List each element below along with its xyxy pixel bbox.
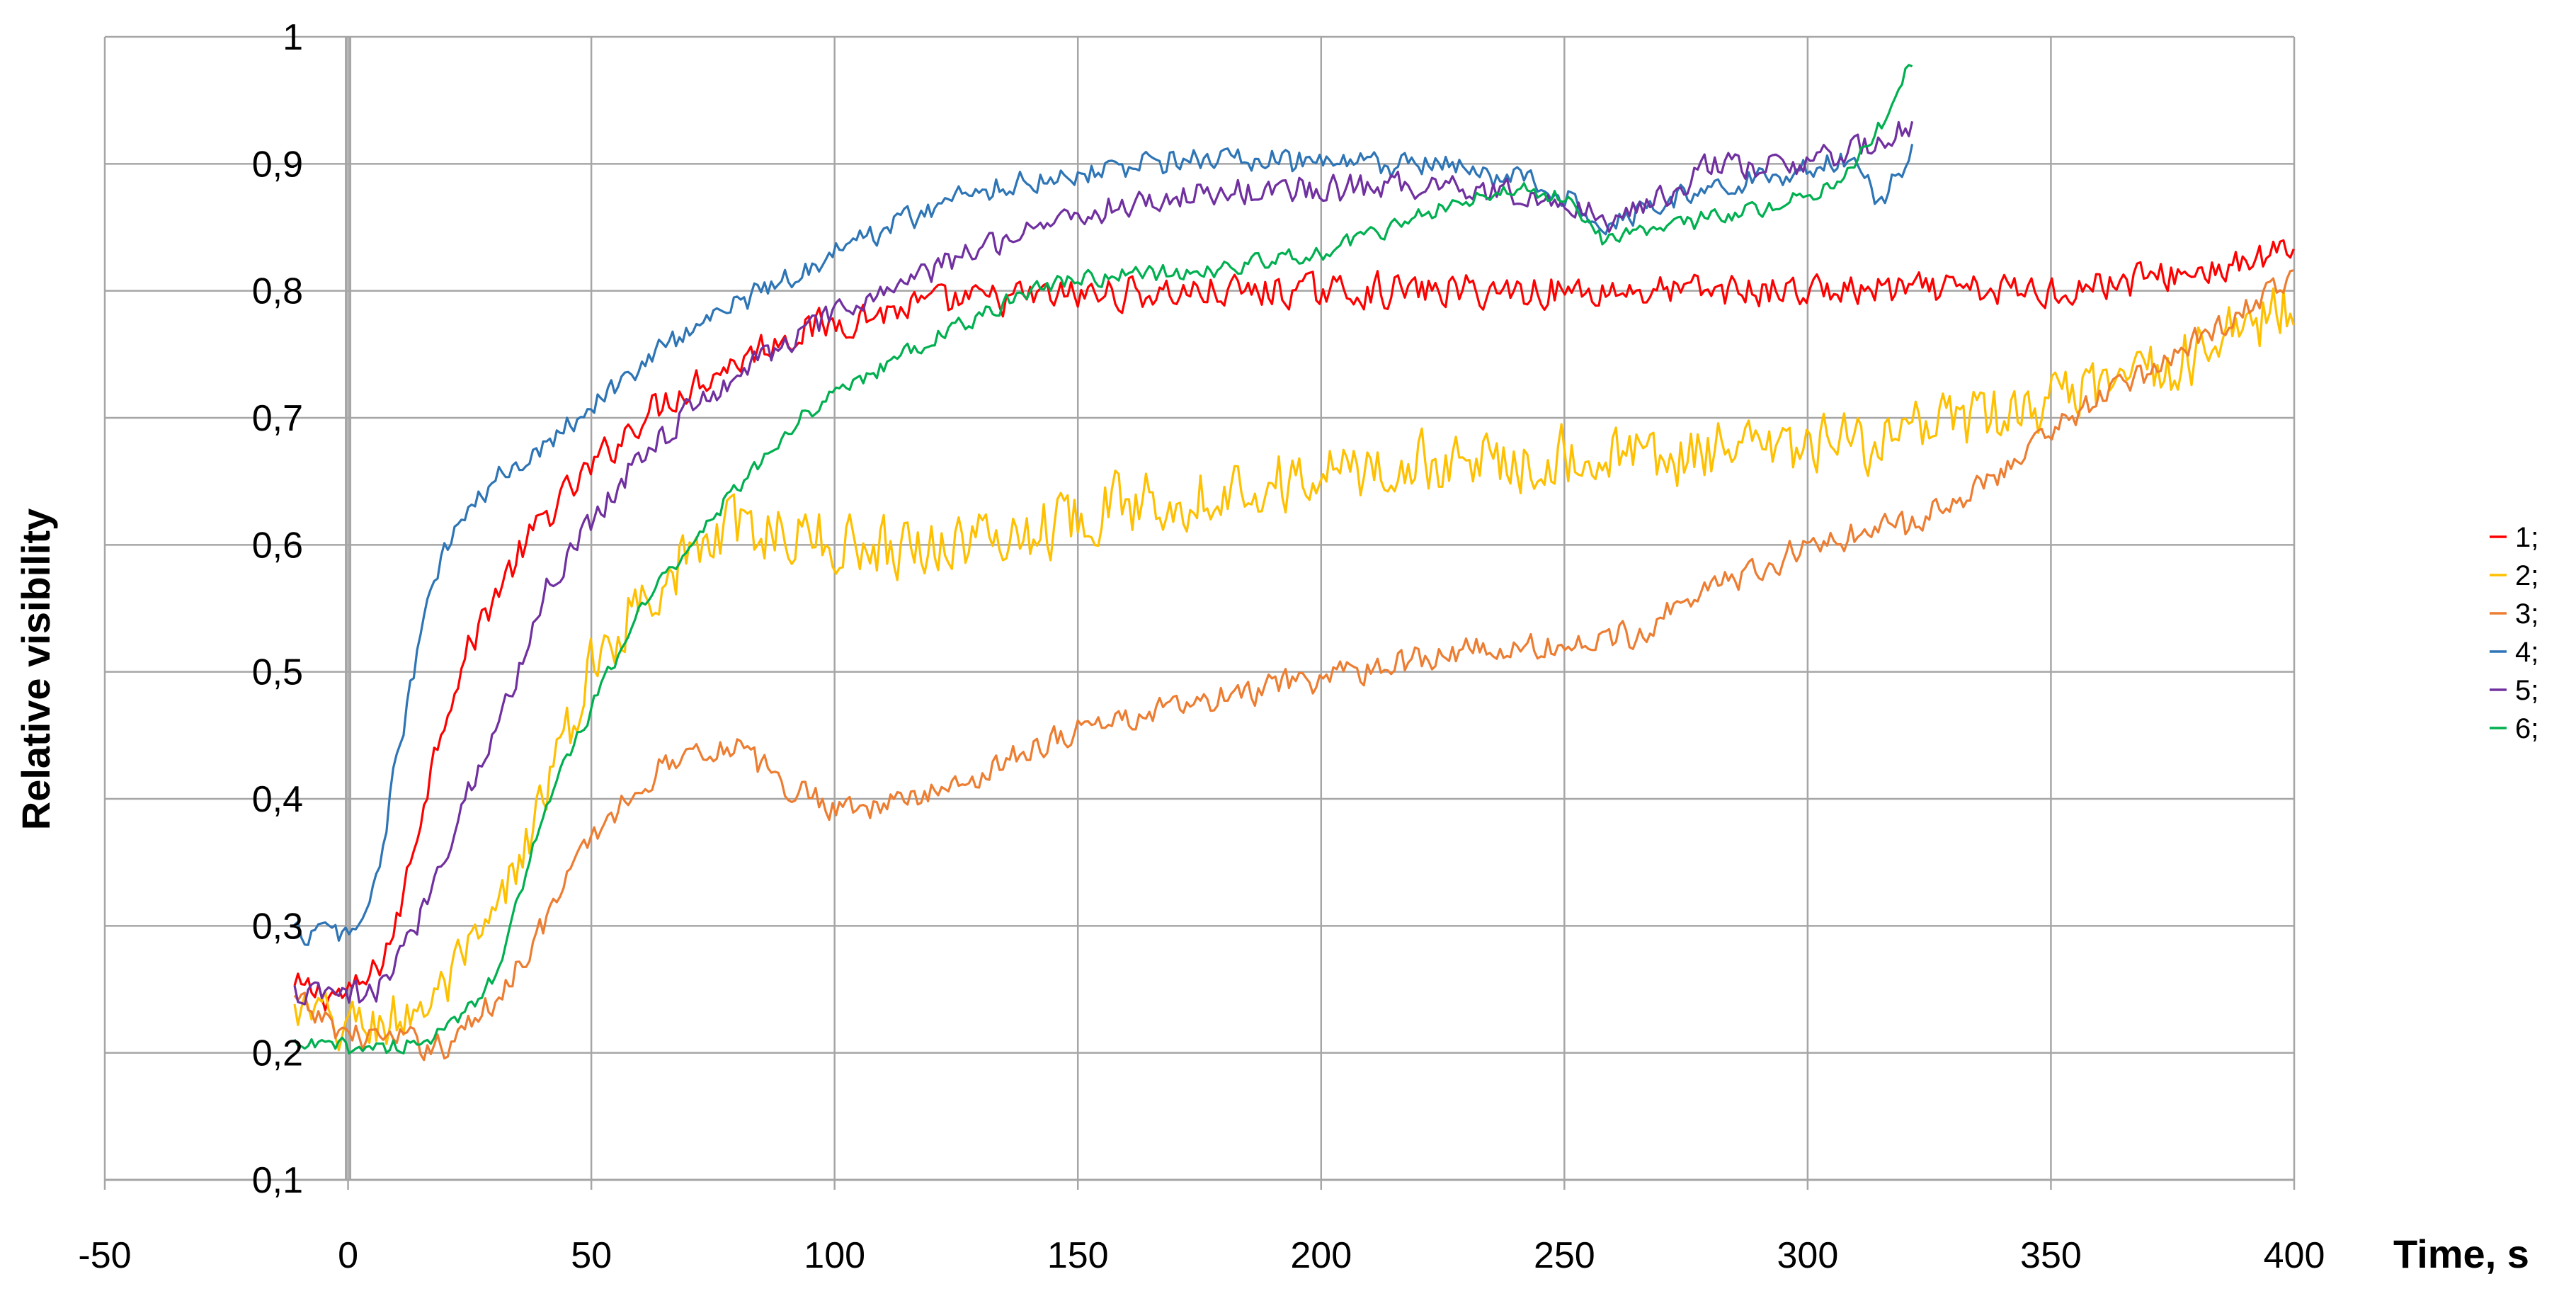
series-line-4 — [294, 144, 1914, 946]
series-line-2 — [293, 287, 2295, 1052]
x-tick-label: -50 — [78, 1235, 131, 1276]
y-tick-label: 0,5 — [252, 652, 303, 693]
x-tick-label: 250 — [1534, 1235, 1595, 1276]
x-tick-label: 400 — [2264, 1235, 2325, 1276]
series-line-3 — [293, 269, 2294, 1062]
legend-label-2: 2; — [2515, 560, 2538, 591]
y-tick-label: 0,1 — [252, 1160, 303, 1201]
y-tick-label: 1 — [283, 17, 303, 58]
series-line-6 — [293, 64, 1913, 1055]
x-tick-label: 200 — [1290, 1235, 1352, 1276]
y-tick-label: 0,3 — [252, 906, 303, 947]
series-line-1 — [293, 239, 2295, 1012]
x-tick-label: 50 — [571, 1235, 612, 1276]
y-tick-label: 0,4 — [252, 779, 303, 820]
x-tick-label: 350 — [2020, 1235, 2082, 1276]
y-tick-label: 0,2 — [252, 1033, 303, 1074]
x-tick-label: 0 — [338, 1235, 358, 1276]
x-tick-label: 300 — [1777, 1235, 1839, 1276]
x-tick-label: 150 — [1047, 1235, 1109, 1276]
legend-label-3: 3; — [2515, 598, 2538, 630]
y-tick-label: 0,6 — [252, 525, 303, 566]
y-axis-title: Relative visibility — [13, 508, 58, 830]
y-tick-label: 0,7 — [252, 398, 303, 439]
legend-label-1: 1; — [2515, 522, 2538, 553]
legend-label-4: 4; — [2515, 637, 2538, 668]
x-tick-label: 100 — [804, 1235, 865, 1276]
tick-labels: -50 0 50 100 150 200 250 300 350 400 0,1 0,2 0,3 0,4 0… — [78, 17, 2325, 1276]
y-tick-label: 0,8 — [252, 271, 303, 312]
legend-label-6: 6; — [2515, 713, 2538, 744]
y-tick-label: 0,9 — [252, 144, 303, 185]
legend-label-5: 5; — [2515, 675, 2538, 706]
series-lines — [293, 64, 2295, 1062]
legend: 1; 2; 3; 4; 5; 6; — [2490, 522, 2538, 744]
series-line-5 — [293, 120, 1914, 1006]
axes — [103, 37, 2296, 1190]
x-axis-title: Time, s — [2393, 1232, 2529, 1276]
grid — [103, 35, 2296, 1181]
